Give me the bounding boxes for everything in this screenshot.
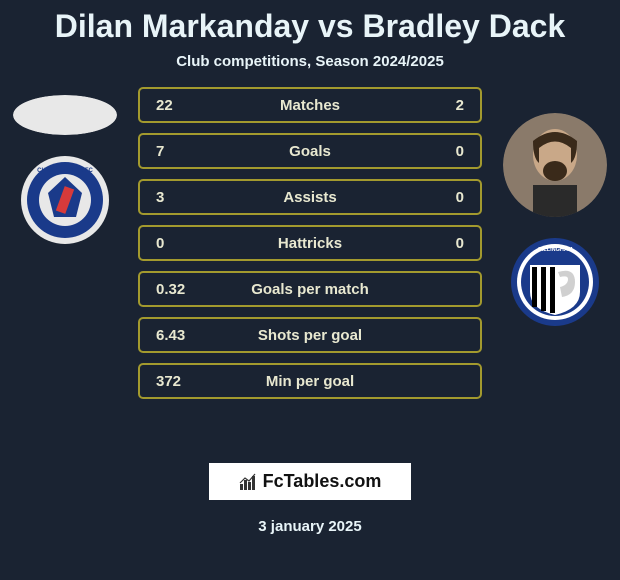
player-left-column: CHESTERFIELD FC — [10, 95, 120, 245]
stat-label: Matches — [216, 97, 404, 114]
stat-label: Hattricks — [216, 235, 404, 252]
stat-row: 7Goals0 — [138, 133, 482, 169]
stat-row: 372Min per goal — [138, 363, 482, 399]
player-left-avatar — [13, 95, 117, 135]
stat-left-value: 3 — [156, 189, 216, 206]
stats-list: 22Matches27Goals03Assists00Hattricks00.3… — [138, 87, 482, 399]
svg-text:CHESTERFIELD FC: CHESTERFIELD FC — [37, 168, 93, 174]
stat-right-value: 0 — [404, 235, 464, 252]
header: Dilan Markanday vs Bradley Dack Club com… — [0, 0, 620, 70]
club-badge-left: CHESTERFIELD FC — [20, 155, 110, 245]
player-right-column: GILLINGHAM — [500, 113, 610, 327]
brand-box[interactable]: FcTables.com — [209, 463, 412, 500]
avatar-placeholder-icon — [13, 95, 117, 135]
stat-label: Shots per goal — [216, 327, 404, 344]
comparison-content: CHESTERFIELD FC GILL — [0, 95, 620, 435]
stat-label: Goals per match — [216, 281, 404, 298]
stat-row: 3Assists0 — [138, 179, 482, 215]
footer-date: 3 january 2025 — [258, 518, 361, 535]
brand-chart-icon — [239, 473, 257, 491]
player-right-avatar — [503, 113, 607, 217]
stat-label: Min per goal — [216, 373, 404, 390]
stat-left-value: 372 — [156, 373, 216, 390]
player-photo-icon — [503, 113, 607, 217]
footer: FcTables.com 3 january 2025 — [0, 463, 620, 535]
stat-row: 6.43Shots per goal — [138, 317, 482, 353]
stat-left-value: 22 — [156, 97, 216, 114]
gillingham-badge-icon: GILLINGHAM — [510, 237, 600, 327]
stat-left-value: 6.43 — [156, 327, 216, 344]
page-title: Dilan Markanday vs Bradley Dack — [0, 8, 620, 45]
stat-right-value: 0 — [404, 143, 464, 160]
stat-label: Assists — [216, 189, 404, 206]
chesterfield-badge-icon: CHESTERFIELD FC — [20, 155, 110, 245]
stat-left-value: 7 — [156, 143, 216, 160]
stat-label: Goals — [216, 143, 404, 160]
stat-right-value: 2 — [404, 97, 464, 114]
stat-row: 0Hattricks0 — [138, 225, 482, 261]
club-badge-right: GILLINGHAM — [510, 237, 600, 327]
page-subtitle: Club competitions, Season 2024/2025 — [0, 53, 620, 70]
stat-row: 0.32Goals per match — [138, 271, 482, 307]
stat-left-value: 0.32 — [156, 281, 216, 298]
stat-left-value: 0 — [156, 235, 216, 252]
stat-row: 22Matches2 — [138, 87, 482, 123]
brand-label: FcTables.com — [263, 471, 382, 492]
stat-right-value: 0 — [404, 189, 464, 206]
svg-text:GILLINGHAM: GILLINGHAM — [538, 247, 573, 253]
